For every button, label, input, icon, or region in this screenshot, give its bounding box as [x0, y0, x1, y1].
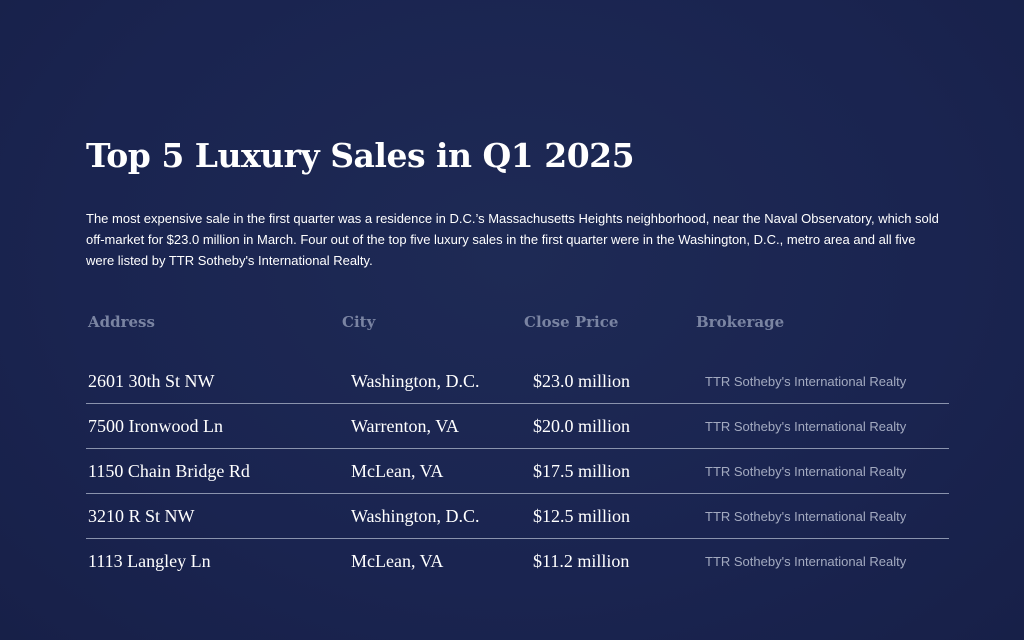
table-row: 1150 Chain Bridge Rd McLean, VA $17.5 mi…	[86, 449, 949, 494]
brokerage-cell: TTR Sotheby's International Realty	[705, 508, 907, 524]
city-cell: Washington, D.C.	[351, 370, 480, 391]
brokerage-cell: TTR Sotheby's International Realty	[705, 418, 907, 434]
table-row: 2601 30th St NW Washington, D.C. $23.0 m…	[86, 359, 949, 404]
table-header: Address City Close Price Brokerage	[86, 305, 949, 339]
price-cell: $17.5 million	[533, 460, 631, 481]
address-cell: 7500 Ironwood Ln	[88, 415, 223, 436]
table-row: 3210 R St NW Washington, D.C. $12.5 mill…	[86, 494, 949, 539]
address-cell: 1113 Langley Ln	[88, 550, 211, 571]
price-cell: $11.2 million	[533, 550, 630, 571]
address-cell: 2601 30th St NW	[88, 370, 215, 391]
sales-table: Address City Close Price Brokerage 2601 …	[86, 305, 949, 583]
address-cell: 3210 R St NW	[88, 505, 195, 526]
brokerage-cell: TTR Sotheby's International Realty	[705, 373, 907, 389]
header-city: City	[342, 313, 376, 331]
city-cell: McLean, VA	[351, 460, 444, 481]
price-cell: $23.0 million	[533, 370, 631, 391]
price-cell: $20.0 million	[533, 415, 631, 436]
city-cell: McLean, VA	[351, 550, 444, 571]
city-cell: Warrenton, VA	[351, 415, 459, 436]
table-row: 7500 Ironwood Ln Warrenton, VA $20.0 mil…	[86, 404, 949, 449]
city-cell: Washington, D.C.	[351, 505, 480, 526]
table-row: 1113 Langley Ln McLean, VA $11.2 million…	[86, 539, 949, 583]
price-cell: $12.5 million	[533, 505, 631, 526]
intro-paragraph: The most expensive sale in the first qua…	[86, 211, 939, 268]
page-title: Top 5 Luxury Sales in Q1 2025	[86, 136, 635, 175]
header-close-price: Close Price	[524, 313, 619, 331]
brokerage-cell: TTR Sotheby's International Realty	[705, 463, 907, 479]
header-brokerage: Brokerage	[696, 313, 785, 331]
brokerage-cell: TTR Sotheby's International Realty	[705, 553, 907, 569]
header-address: Address	[88, 313, 155, 331]
address-cell: 1150 Chain Bridge Rd	[88, 460, 250, 481]
